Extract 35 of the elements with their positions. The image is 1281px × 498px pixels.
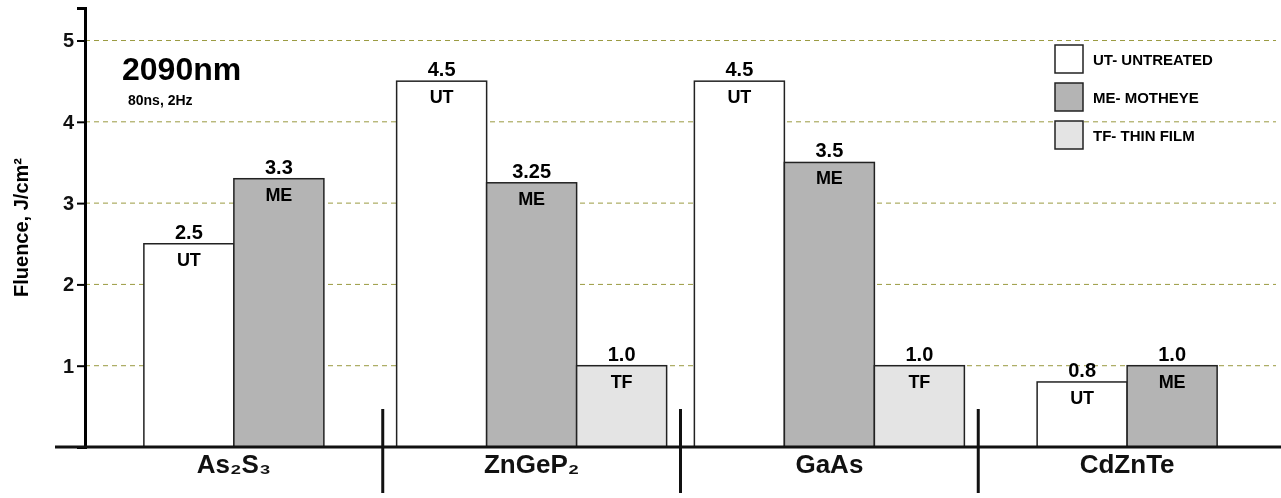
y-tick-label: 2 (62, 273, 74, 296)
annotation: ME (518, 188, 546, 209)
data-label: 4.5 (725, 58, 754, 81)
data-label: 0.8 (1068, 358, 1097, 381)
annotation: ME (815, 168, 843, 189)
y-tick-label: 1 (62, 354, 74, 377)
annotation: UT (1070, 387, 1095, 408)
annotation: TF (908, 371, 931, 392)
data-label: 1.0 (607, 342, 636, 365)
x-tick-label: As₂S₃ (196, 449, 271, 480)
annotation: UT (176, 249, 201, 270)
y-tick-label: 3 (62, 192, 74, 215)
annotation: UT (429, 87, 454, 108)
legend-label: ME- MOTHEYE (1093, 89, 1199, 106)
text: 80ns, 2Hz (128, 92, 193, 108)
y-tick-label: 4 (62, 110, 75, 133)
y-tick-label: 5 (62, 29, 74, 52)
annotation: TF (610, 371, 633, 392)
data-label: 1.0 (905, 342, 934, 365)
data-label: 3.25 (512, 159, 552, 182)
text: 2090nm (122, 51, 242, 87)
x-tick-label: ZnGeP₂ (483, 449, 580, 480)
annotation: UT (727, 87, 752, 108)
x-tick-label: CdZnTe (1079, 449, 1175, 480)
x-tick-label: GaAs (795, 449, 864, 480)
annotation: ME (265, 184, 293, 205)
annotation: ME (1158, 371, 1186, 392)
y-axis-title: Fluence, J/cm² (10, 157, 32, 297)
data-label: 3.3 (264, 155, 293, 178)
legend-label: UT- UNTREATED (1093, 51, 1213, 68)
data-label: 1.0 (1158, 342, 1187, 365)
data-label: 4.5 (427, 58, 456, 81)
legend-label: TF- THIN FILM (1093, 127, 1195, 144)
data-label: 2.5 (174, 220, 203, 243)
data-label: 3.5 (815, 139, 844, 162)
